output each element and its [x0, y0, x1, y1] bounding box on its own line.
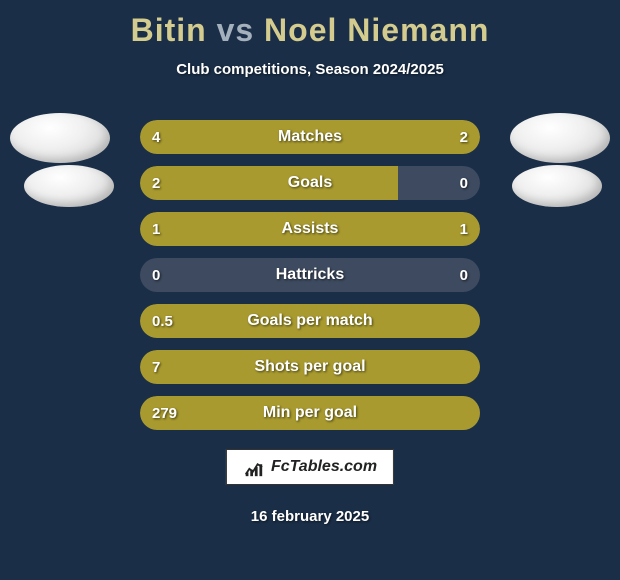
- stat-row: 00Hattricks: [140, 258, 480, 292]
- stat-row: 20Goals: [140, 166, 480, 200]
- player2-avatar: [510, 113, 610, 163]
- subtitle: Club competitions, Season 2024/2025: [0, 61, 620, 78]
- stat-label: Shots per goal: [140, 350, 480, 384]
- title-vs: vs: [217, 12, 255, 48]
- stat-label: Min per goal: [140, 396, 480, 430]
- stat-label: Hattricks: [140, 258, 480, 292]
- stat-label: Goals per match: [140, 304, 480, 338]
- stat-label: Goals: [140, 166, 480, 200]
- stats-container: 42Matches 20Goals 11Assists 00Hattricks 0.5G…: [140, 120, 480, 442]
- stat-row: 279Min per goal: [140, 396, 480, 430]
- stat-row: 42Matches: [140, 120, 480, 154]
- stat-label: Assists: [140, 212, 480, 246]
- chart-icon: [243, 456, 265, 478]
- stat-row: 0.5Goals per match: [140, 304, 480, 338]
- player1-avatar: [10, 113, 110, 163]
- brand-logo: FcTables.com: [226, 449, 394, 485]
- player1-name: Bitin: [131, 12, 207, 48]
- brand-text: FcTables.com: [271, 458, 377, 476]
- player2-club-avatar: [512, 165, 602, 207]
- stat-row: 7Shots per goal: [140, 350, 480, 384]
- comparison-title: Bitin vs Noel Niemann: [0, 0, 620, 49]
- player2-name: Noel Niemann: [264, 12, 489, 48]
- footer-date: 16 february 2025: [0, 508, 620, 525]
- stat-label: Matches: [140, 120, 480, 154]
- stat-row: 11Assists: [140, 212, 480, 246]
- player1-club-avatar: [24, 165, 114, 207]
